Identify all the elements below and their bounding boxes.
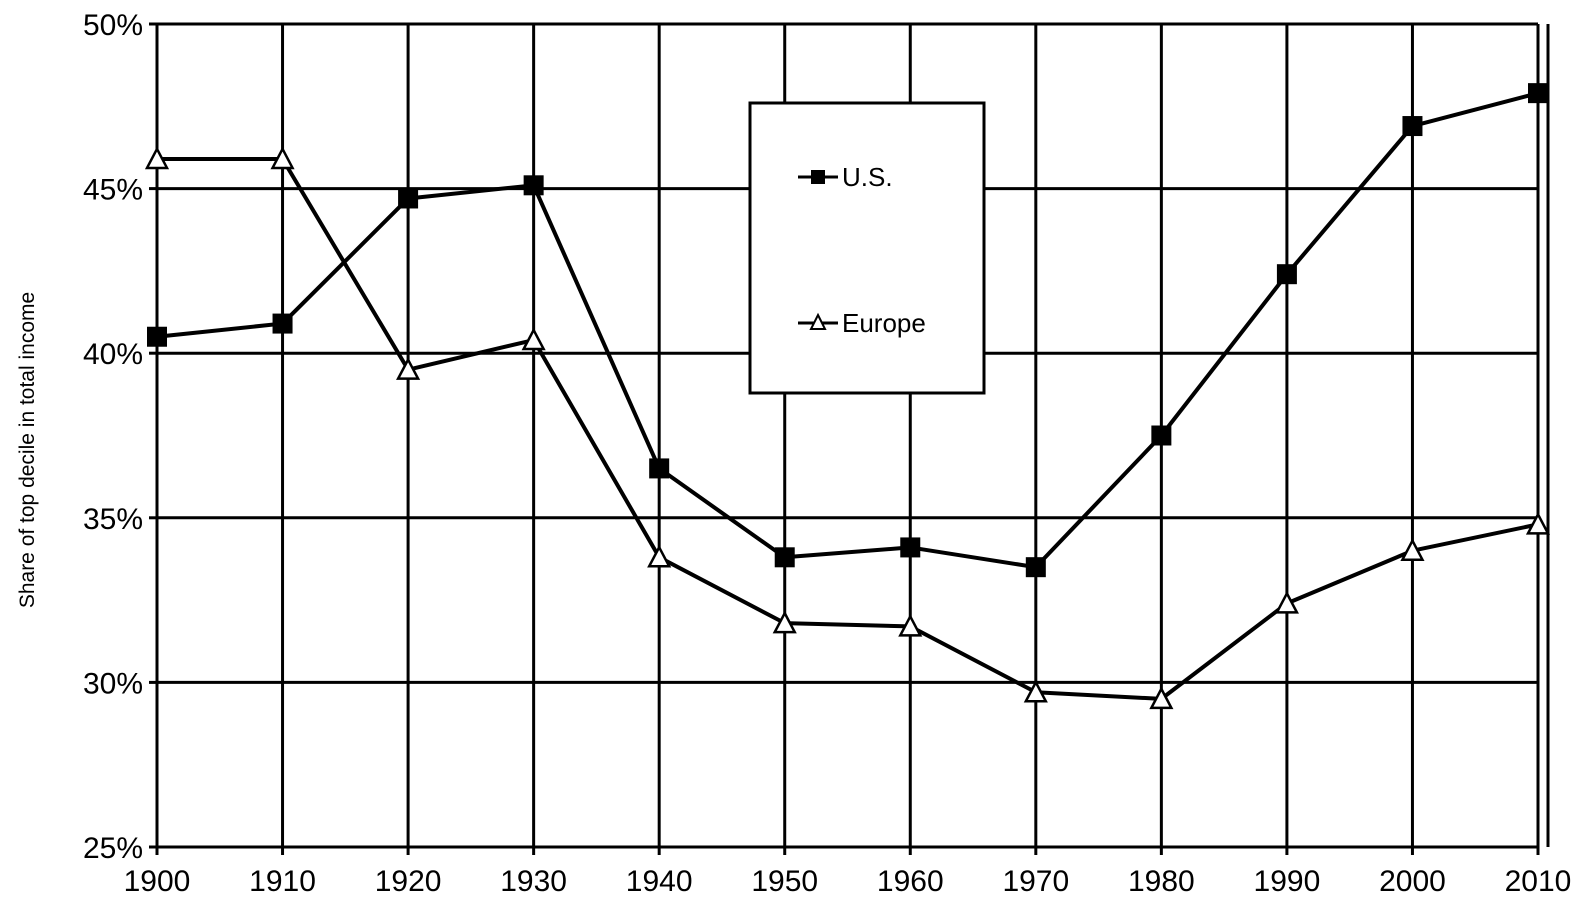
data-point-europe xyxy=(270,146,295,170)
x-tick-label: 2010 xyxy=(1505,865,1572,898)
x-tick-label: 1950 xyxy=(751,865,818,898)
legend: U.S. Europe xyxy=(748,101,986,395)
x-tick-label: 1910 xyxy=(249,865,316,898)
y-tick-label: 35% xyxy=(83,503,143,536)
legend-entry-us: U.S. xyxy=(798,162,893,192)
data-point-europe xyxy=(1023,679,1048,703)
series-line-us xyxy=(156,91,1539,570)
chart-series xyxy=(144,83,1551,710)
data-point-europe xyxy=(521,327,546,351)
data-point-europe xyxy=(144,146,170,170)
legend-label-europe: Europe xyxy=(842,308,926,338)
x-tick-label: 1990 xyxy=(1254,865,1321,898)
data-point-us xyxy=(900,537,921,558)
x-tick-label: 1980 xyxy=(1128,865,1195,898)
x-tick-label: 2000 xyxy=(1379,865,1446,898)
legend-marker-europe xyxy=(809,312,827,330)
data-point-us xyxy=(649,458,670,479)
legend-marker-us xyxy=(811,170,825,184)
data-point-europe xyxy=(1274,590,1299,614)
data-point-us xyxy=(523,175,544,196)
data-point-europe xyxy=(1400,538,1425,561)
x-tick-label: 1900 xyxy=(124,865,191,898)
data-point-us xyxy=(774,547,795,568)
y-tick-label: 30% xyxy=(83,667,143,700)
data-point-us xyxy=(1151,425,1172,446)
data-point-europe xyxy=(1525,511,1551,535)
legend-entry-europe: Europe xyxy=(798,308,926,338)
x-axis-ticks: 1900 1910 1920 1930 1940 1950 1960 1970 1980 1990… xyxy=(124,847,1572,898)
x-tick-label: 1920 xyxy=(375,865,442,898)
x-tick-label: 1930 xyxy=(500,865,567,898)
x-tick-label: 1960 xyxy=(877,865,944,898)
data-point-us xyxy=(1276,264,1297,285)
data-point-us xyxy=(272,313,293,334)
y-tick-label: 25% xyxy=(83,832,143,865)
data-point-europe xyxy=(647,544,672,568)
y-axis-label: Share of top decile in total income xyxy=(16,292,39,608)
data-point-europe xyxy=(1149,686,1174,710)
data-point-europe xyxy=(772,610,797,634)
data-point-us xyxy=(147,326,167,347)
y-tick-label: 45% xyxy=(83,174,143,207)
legend-label-us: U.S. xyxy=(842,162,893,192)
legend-box xyxy=(748,101,986,395)
series-line-europe xyxy=(157,156,1539,701)
x-tick-label: 1940 xyxy=(626,865,693,898)
data-point-europe xyxy=(396,356,421,380)
data-point-us xyxy=(1025,557,1046,578)
data-point-us xyxy=(398,188,419,209)
data-point-us xyxy=(1402,116,1423,137)
data-point-europe xyxy=(898,613,923,637)
y-axis-ticks: 25% 30% 35% 40% 45% 50% xyxy=(83,9,157,865)
y-tick-label: 50% xyxy=(83,9,143,42)
data-point-us xyxy=(1528,83,1548,104)
x-tick-label: 1970 xyxy=(1002,865,1069,898)
y-tick-label: 40% xyxy=(83,338,143,371)
